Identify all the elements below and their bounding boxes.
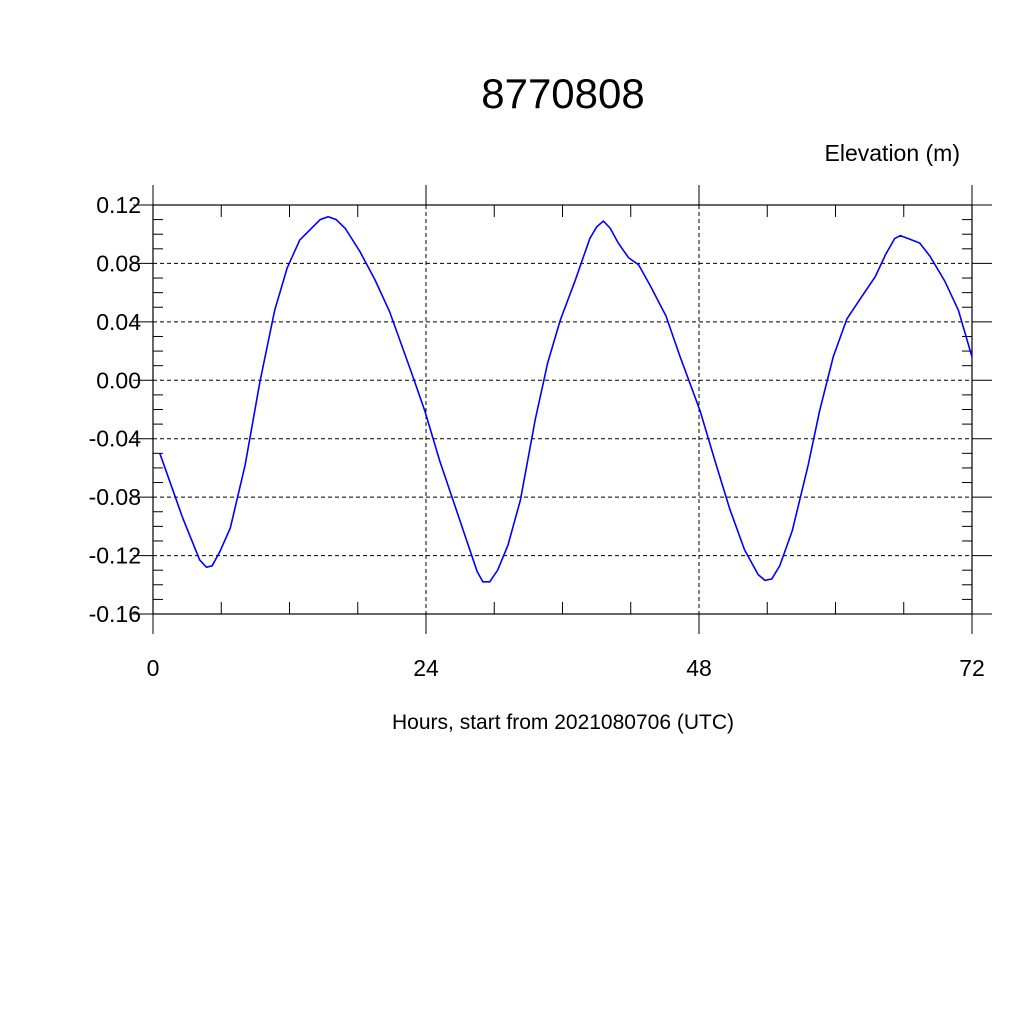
y-axis-label: Elevation (m) [825,140,960,166]
chart-title: 8770808 [481,70,645,117]
y-tick-label: -0.16 [89,601,141,627]
y-tick-label: 0.00 [96,367,141,393]
x-tick-label: 24 [413,655,439,681]
y-tick-label: 0.04 [96,309,141,335]
y-tick-label: -0.12 [89,543,141,569]
y-tick-label: 0.08 [96,250,141,276]
x-tick-label: 48 [686,655,712,681]
y-tick-label: -0.04 [89,426,142,452]
x-axis-label: Hours, start from 2021080706 (UTC) [392,711,734,734]
plot-frame [152,204,973,615]
y-tick-label: -0.08 [89,484,141,510]
y-tick-label: 0.12 [96,192,141,218]
x-tick-label: 0 [147,655,160,681]
data-line [159,215,973,583]
x-tick-label: 72 [959,655,985,681]
